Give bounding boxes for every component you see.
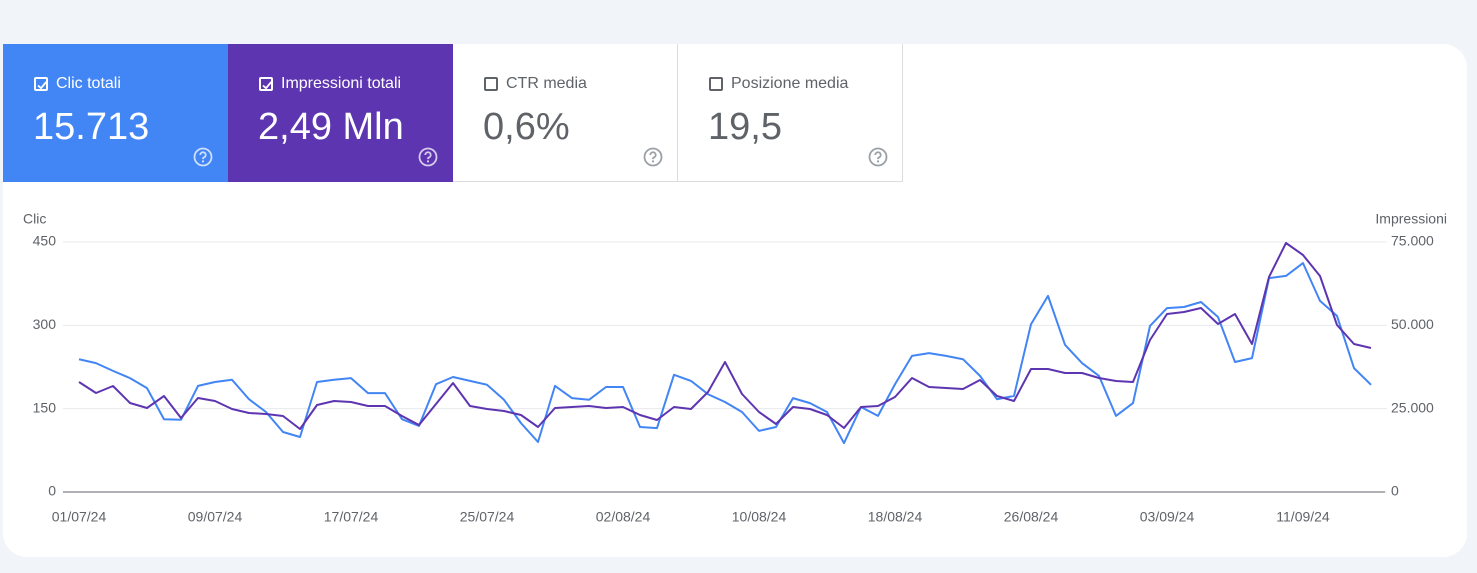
x-tick-label: 10/08/24 [732, 509, 787, 525]
y2-axis-label: Impressioni [1375, 211, 1447, 227]
x-tick-label: 26/08/24 [1004, 509, 1059, 525]
x-tick-label: 01/07/24 [52, 509, 107, 525]
help-circle [193, 147, 213, 167]
performance-panel: Clic Impressioni 0 150 300 450 0 25.000 50.000… [3, 44, 1467, 557]
help-icon[interactable] [642, 146, 664, 168]
series-line [78, 262, 1372, 445]
metric-card[interactable]: Clic totali 15.713 [3, 44, 228, 182]
metric-label: Impressioni totali [281, 75, 402, 92]
y-tick-label: 150 [33, 399, 57, 415]
help-dot [651, 160, 655, 163]
y-tick-label: 300 [33, 316, 57, 332]
help-circle [868, 147, 888, 167]
y-axis-label: Clic [23, 211, 46, 227]
x-tick-label: 02/08/24 [596, 509, 651, 525]
metric-cards: Clic totali 15.713 Impressioni totali 2,49 … [3, 44, 903, 182]
x-tick-label: 25/07/24 [460, 509, 515, 525]
metric-card[interactable]: Impressioni totali 2,49 Mln [228, 44, 453, 182]
y2-tick-label: 75.000 [1391, 233, 1434, 249]
checkbox[interactable] [259, 77, 273, 91]
help-icon[interactable] [417, 146, 439, 168]
x-tick-label: 09/07/24 [188, 509, 243, 525]
x-tick-label: 18/08/24 [868, 509, 923, 525]
metric-card[interactable]: Posizione media 19,5 [678, 44, 903, 182]
y-tick-label: 450 [33, 233, 57, 249]
checkmark [37, 81, 47, 90]
help-glyph [424, 151, 432, 160]
x-tick-label: 11/09/24 [1276, 509, 1330, 525]
y2-tick-label: 25.000 [1391, 399, 1434, 415]
y2-tick-label: 50.000 [1391, 316, 1434, 332]
help-dot [426, 160, 430, 163]
metric-label: Posizione media [731, 75, 849, 92]
metric-value: 2,49 Mln [258, 106, 404, 148]
metric-label: Clic totali [56, 75, 121, 92]
help-dot [876, 160, 880, 163]
help-circle [643, 147, 663, 167]
metric-value: 15.713 [33, 106, 150, 148]
metric-card[interactable]: CTR media 0,6% [453, 44, 678, 182]
help-glyph [874, 151, 882, 160]
x-tick-label: 17/07/24 [324, 509, 379, 525]
metric-value: 0,6% [483, 106, 570, 148]
help-circle [418, 147, 438, 167]
y2-tick-label: 0 [1391, 483, 1399, 499]
help-glyph [199, 151, 207, 160]
checkbox[interactable] [34, 77, 48, 91]
series-line [78, 242, 1372, 430]
checkmark [262, 81, 272, 90]
help-dot [201, 160, 205, 163]
metric-label: CTR media [506, 75, 587, 92]
chart: Clic Impressioni 0 150 300 450 0 25.000 50.000… [23, 211, 1447, 525]
checkbox[interactable] [709, 77, 723, 91]
checkbox[interactable] [484, 77, 498, 91]
x-tick-label: 03/09/24 [1140, 509, 1195, 525]
y-tick-label: 0 [48, 483, 56, 499]
metric-value: 19,5 [708, 106, 782, 148]
checkmark-path [262, 81, 272, 90]
help-icon[interactable] [192, 146, 214, 168]
help-icon[interactable] [867, 146, 889, 168]
checkmark-path [37, 81, 47, 90]
help-glyph [649, 151, 657, 160]
